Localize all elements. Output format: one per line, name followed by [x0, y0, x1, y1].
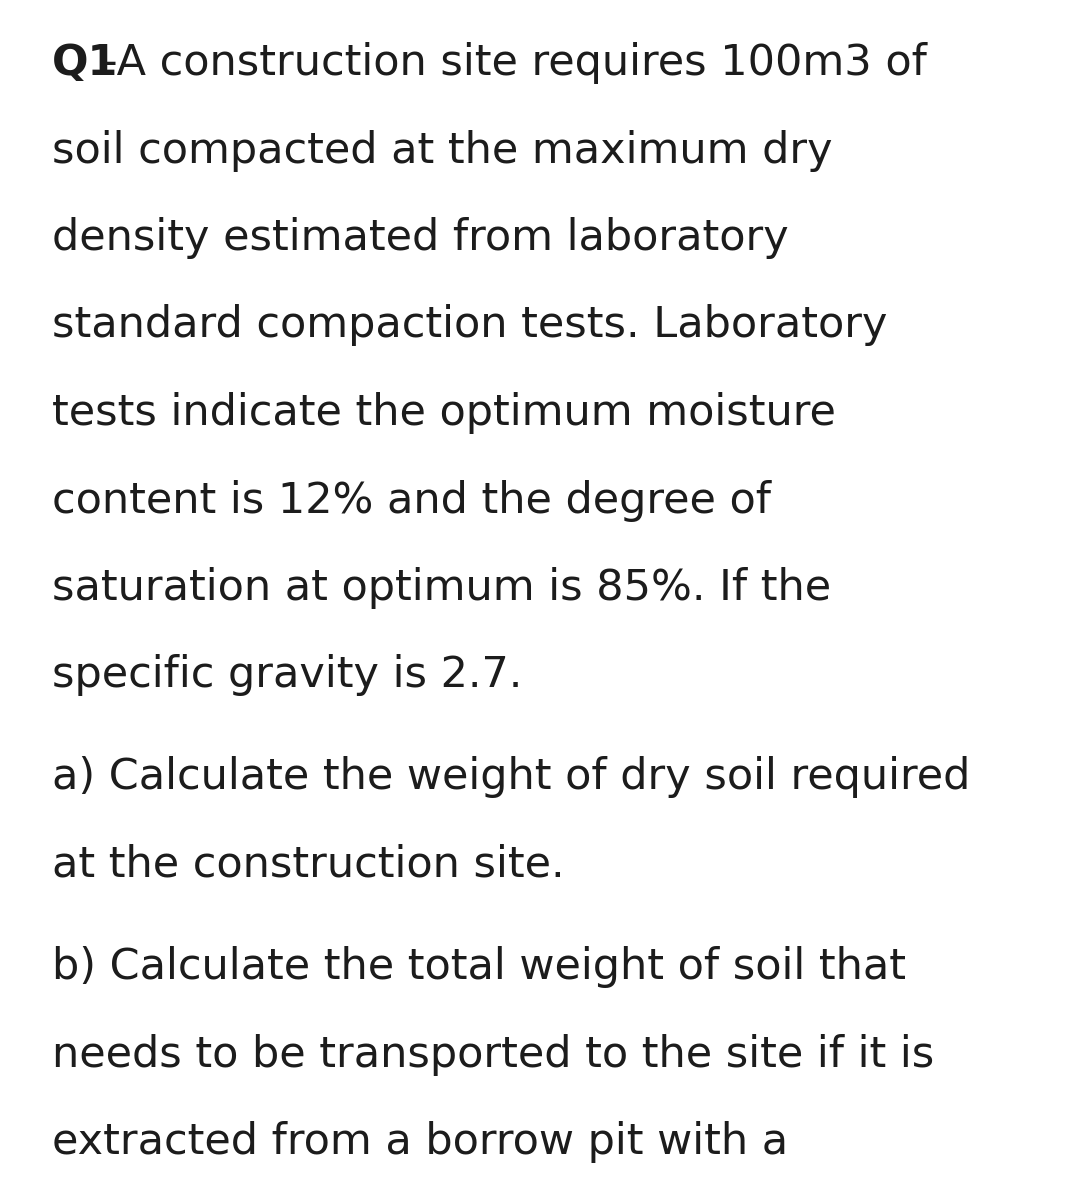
Text: density estimated from laboratory: density estimated from laboratory	[52, 217, 788, 259]
Text: needs to be transported to the site if it is: needs to be transported to the site if i…	[52, 1034, 934, 1076]
Text: b) Calculate the total weight of soil that: b) Calculate the total weight of soil th…	[52, 946, 906, 988]
Text: at the construction site.: at the construction site.	[52, 845, 565, 887]
Text: Q1: Q1	[52, 42, 119, 84]
Text: tests indicate the optimum moisture: tests indicate the optimum moisture	[52, 392, 836, 434]
Text: content is 12% and the degree of: content is 12% and the degree of	[52, 479, 771, 521]
Text: standard compaction tests. Laboratory: standard compaction tests. Laboratory	[52, 304, 888, 346]
Text: soil compacted at the maximum dry: soil compacted at the maximum dry	[52, 129, 833, 171]
Text: -A construction site requires 100m3 of: -A construction site requires 100m3 of	[102, 42, 927, 84]
Text: extracted from a borrow pit with a: extracted from a borrow pit with a	[52, 1121, 788, 1163]
Text: saturation at optimum is 85%. If the: saturation at optimum is 85%. If the	[52, 567, 832, 609]
Text: specific gravity is 2.7.: specific gravity is 2.7.	[52, 654, 523, 696]
Text: a) Calculate the weight of dry soil required: a) Calculate the weight of dry soil requ…	[52, 756, 970, 799]
